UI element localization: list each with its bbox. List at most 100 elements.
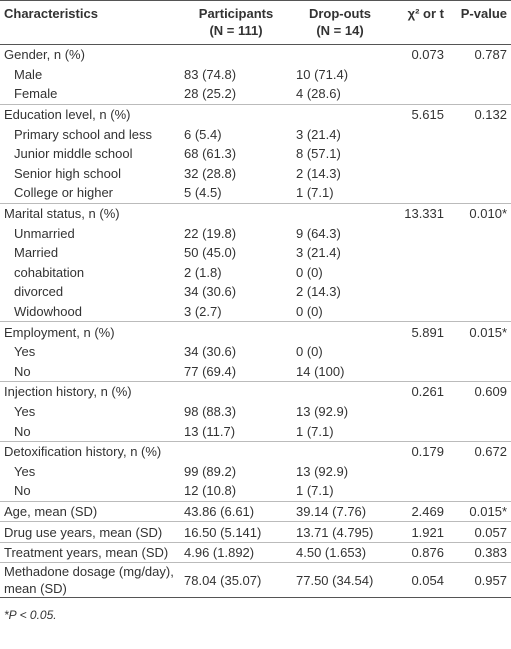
table-row: Yes 99 (89.2) 13 (92.9): [0, 461, 511, 481]
table-cell: Yes: [14, 463, 36, 479]
table-cell: 13 (92.9): [296, 463, 349, 479]
table-row: divorced 34 (30.6) 2 (14.3): [0, 282, 511, 302]
table-cell: [448, 402, 511, 422]
table-cell: [388, 461, 448, 481]
table-cell: [448, 144, 511, 164]
table-cell: 28 (25.2): [180, 84, 292, 105]
table-row: Employment, n (%) 5.891 0.015*: [0, 322, 511, 342]
table-cell: 0 (0): [296, 264, 323, 280]
table-cell: Treatment years, mean (SD): [0, 542, 180, 564]
table-cell: Education level, n (%): [4, 107, 131, 123]
table-cell: [388, 183, 448, 204]
table-cell: 14 (100): [292, 361, 388, 383]
table-cell: 98 (88.3): [184, 403, 237, 419]
table-cell: 34 (30.6): [184, 284, 237, 300]
table-row: Male 83 (74.8) 10 (71.4): [0, 65, 511, 85]
table-cell: 22 (19.8): [184, 225, 237, 241]
table-row: Drug use years, mean (SD) 16.50 (5.141) 13…: [0, 521, 511, 543]
table-cell: [180, 104, 292, 124]
table-cell: [388, 164, 448, 184]
table-cell: 10 (71.4): [296, 66, 349, 82]
table-row: Injection history, n (%) 0.261 0.609: [0, 382, 511, 402]
table-cell: [292, 104, 388, 124]
table-cell: [292, 382, 388, 402]
table-cell: [448, 342, 511, 362]
table-cell: Male: [14, 66, 43, 82]
table-cell: 13 (11.7): [180, 421, 292, 442]
header-cell: Participants (N = 111): [180, 0, 292, 45]
header-text: (N = 14): [316, 23, 364, 38]
table-cell: [388, 481, 448, 502]
table-cell: 0.010*: [469, 206, 507, 222]
table-cell: 9 (64.3): [296, 225, 341, 241]
table-cell: Yes: [14, 403, 36, 419]
table-cell: 50 (45.0): [184, 245, 237, 261]
table-row: Primary school and less 6 (5.4) 3 (21.4): [0, 124, 511, 144]
table-row: Yes 34 (30.6) 0 (0): [0, 342, 511, 362]
table-row: Treatment years, mean (SD) 4.96 (1.892) 4.…: [0, 542, 511, 564]
table-cell: 6 (5.4): [184, 126, 222, 142]
table-cell: 4 (28.6): [292, 84, 388, 105]
table-cell: 77 (69.4): [180, 361, 292, 383]
table-cell: 0.383: [448, 542, 511, 564]
table-cell: [388, 65, 448, 85]
table-cell: Yes: [14, 344, 36, 360]
table-cell: [448, 183, 511, 204]
table-cell: 16.50 (5.141): [180, 521, 292, 543]
table-cell: 2 (1.8): [184, 264, 222, 280]
table-cell: 0.957: [448, 562, 511, 599]
header-text: (N = 111): [209, 23, 263, 38]
table-cell: 3 (21.4): [296, 126, 341, 142]
table-cell: No: [0, 481, 180, 502]
header-text: Participants: [198, 6, 274, 21]
table-cell: [448, 282, 511, 302]
table-cell: 1 (7.1): [292, 421, 388, 442]
table-cell: [388, 263, 448, 283]
table-cell: Age, mean (SD): [0, 501, 180, 523]
table-cell: Methadone dosage (mg/day), mean (SD): [0, 562, 180, 599]
table-row: Methadone dosage (mg/day), mean (SD) 78.0…: [0, 562, 511, 599]
table-cell: [388, 124, 448, 144]
table-cell: 39.14 (7.76): [292, 501, 388, 523]
table-cell: [448, 461, 511, 481]
table-cell: Junior middle school: [14, 146, 133, 162]
table-cell: Widowhood: [0, 301, 180, 323]
table-cell: 12 (10.8): [180, 481, 292, 502]
table-cell: 5.615: [411, 107, 444, 123]
table-row: Yes 98 (88.3) 13 (92.9): [0, 402, 511, 422]
table-cell: [180, 382, 292, 402]
table-cell: 2.469: [388, 501, 448, 523]
table-cell: 83 (74.8): [184, 66, 237, 82]
table-cell: [448, 84, 511, 105]
table-cell: [180, 322, 292, 342]
table-cell: 32 (28.8): [184, 165, 237, 181]
table-cell: 0.073: [411, 47, 444, 63]
table-cell: 78.04 (35.07): [180, 562, 292, 599]
table-cell: 2 (14.3): [296, 165, 341, 181]
header-row: Characteristics Participants (N = 111) Dr…: [0, 0, 511, 45]
table-cell: 13.71 (4.795): [292, 521, 388, 543]
footnote: *P < 0.05.: [4, 608, 57, 623]
table-cell: [448, 421, 511, 442]
table-cell: 0.015*: [448, 501, 511, 523]
table-cell: [292, 322, 388, 342]
table-cell: Senior high school: [14, 165, 121, 181]
header-cell: Characteristics: [0, 0, 180, 45]
table-row: Education level, n (%) 5.615 0.132: [0, 104, 511, 124]
table-cell: 0.132: [474, 107, 507, 123]
table-row: cohabitation 2 (1.8) 0 (0): [0, 263, 511, 283]
table-cell: divorced: [14, 284, 64, 300]
table-cell: [448, 361, 511, 383]
table-body: Gender, n (%) 0.073 0.787 Male 83 (74.8) 10 (…: [0, 45, 511, 599]
data-table: Characteristics Participants (N = 111) Dr…: [0, 0, 511, 599]
table-cell: 8 (57.1): [296, 146, 341, 162]
table-cell: [448, 65, 511, 85]
table-cell: 0 (0): [292, 301, 388, 323]
table-cell: 0.057: [448, 521, 511, 543]
table-cell: No: [0, 361, 180, 383]
table-cell: 0.672: [474, 444, 507, 460]
table-row: No 77 (69.4) 14 (100): [0, 361, 511, 383]
table-cell: 0.609: [474, 384, 507, 400]
table-cell: [180, 441, 292, 461]
table-cell: [448, 124, 511, 144]
